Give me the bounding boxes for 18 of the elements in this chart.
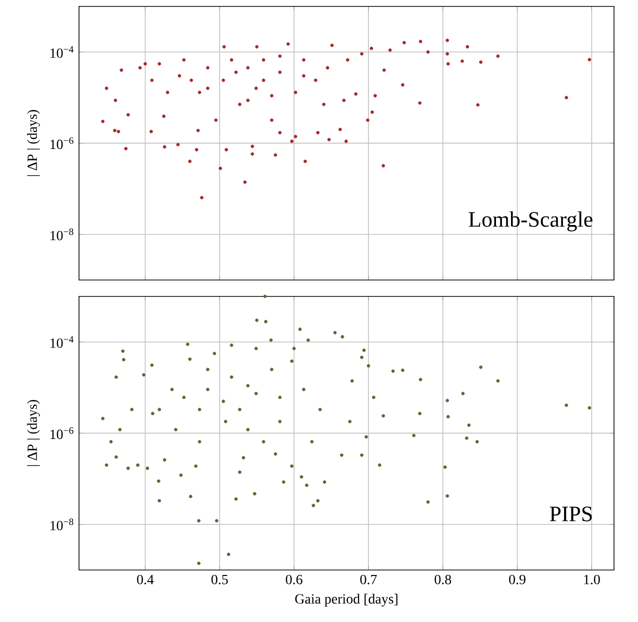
y-axis-title: | ΔP | (days) <box>27 400 40 466</box>
y-tick-label: 10$^{−4}$ <box>50 336 74 348</box>
y-tick-label: 10$^{−6}$ <box>50 137 74 150</box>
x-tick-label: 0.6 <box>286 574 302 584</box>
x-tick-label: 0.5 <box>211 574 228 584</box>
annotation: PIPS <box>550 506 592 522</box>
y-tick-label: 10$^{−8}$ <box>50 518 74 530</box>
x-tick-label: 0.8 <box>434 574 452 584</box>
y-tick-label: 10$^{−6}$ <box>50 427 74 440</box>
x-tick-label: 1.0 <box>584 574 600 584</box>
x-tick-label: 0.9 <box>509 574 526 584</box>
y-tick-label: 10$^{−4}$ <box>50 46 74 58</box>
annotation: Lomb-Scargle <box>468 211 592 232</box>
x-tick-label: 0.7 <box>360 574 377 584</box>
x-axis-title: Gaia period [days] <box>295 594 398 606</box>
y-axis-title: | ΔP | (days) <box>27 110 40 176</box>
y-tick-label: 10$^{−8}$ <box>50 228 74 240</box>
x-tick-label: 0.4 <box>137 574 154 584</box>
